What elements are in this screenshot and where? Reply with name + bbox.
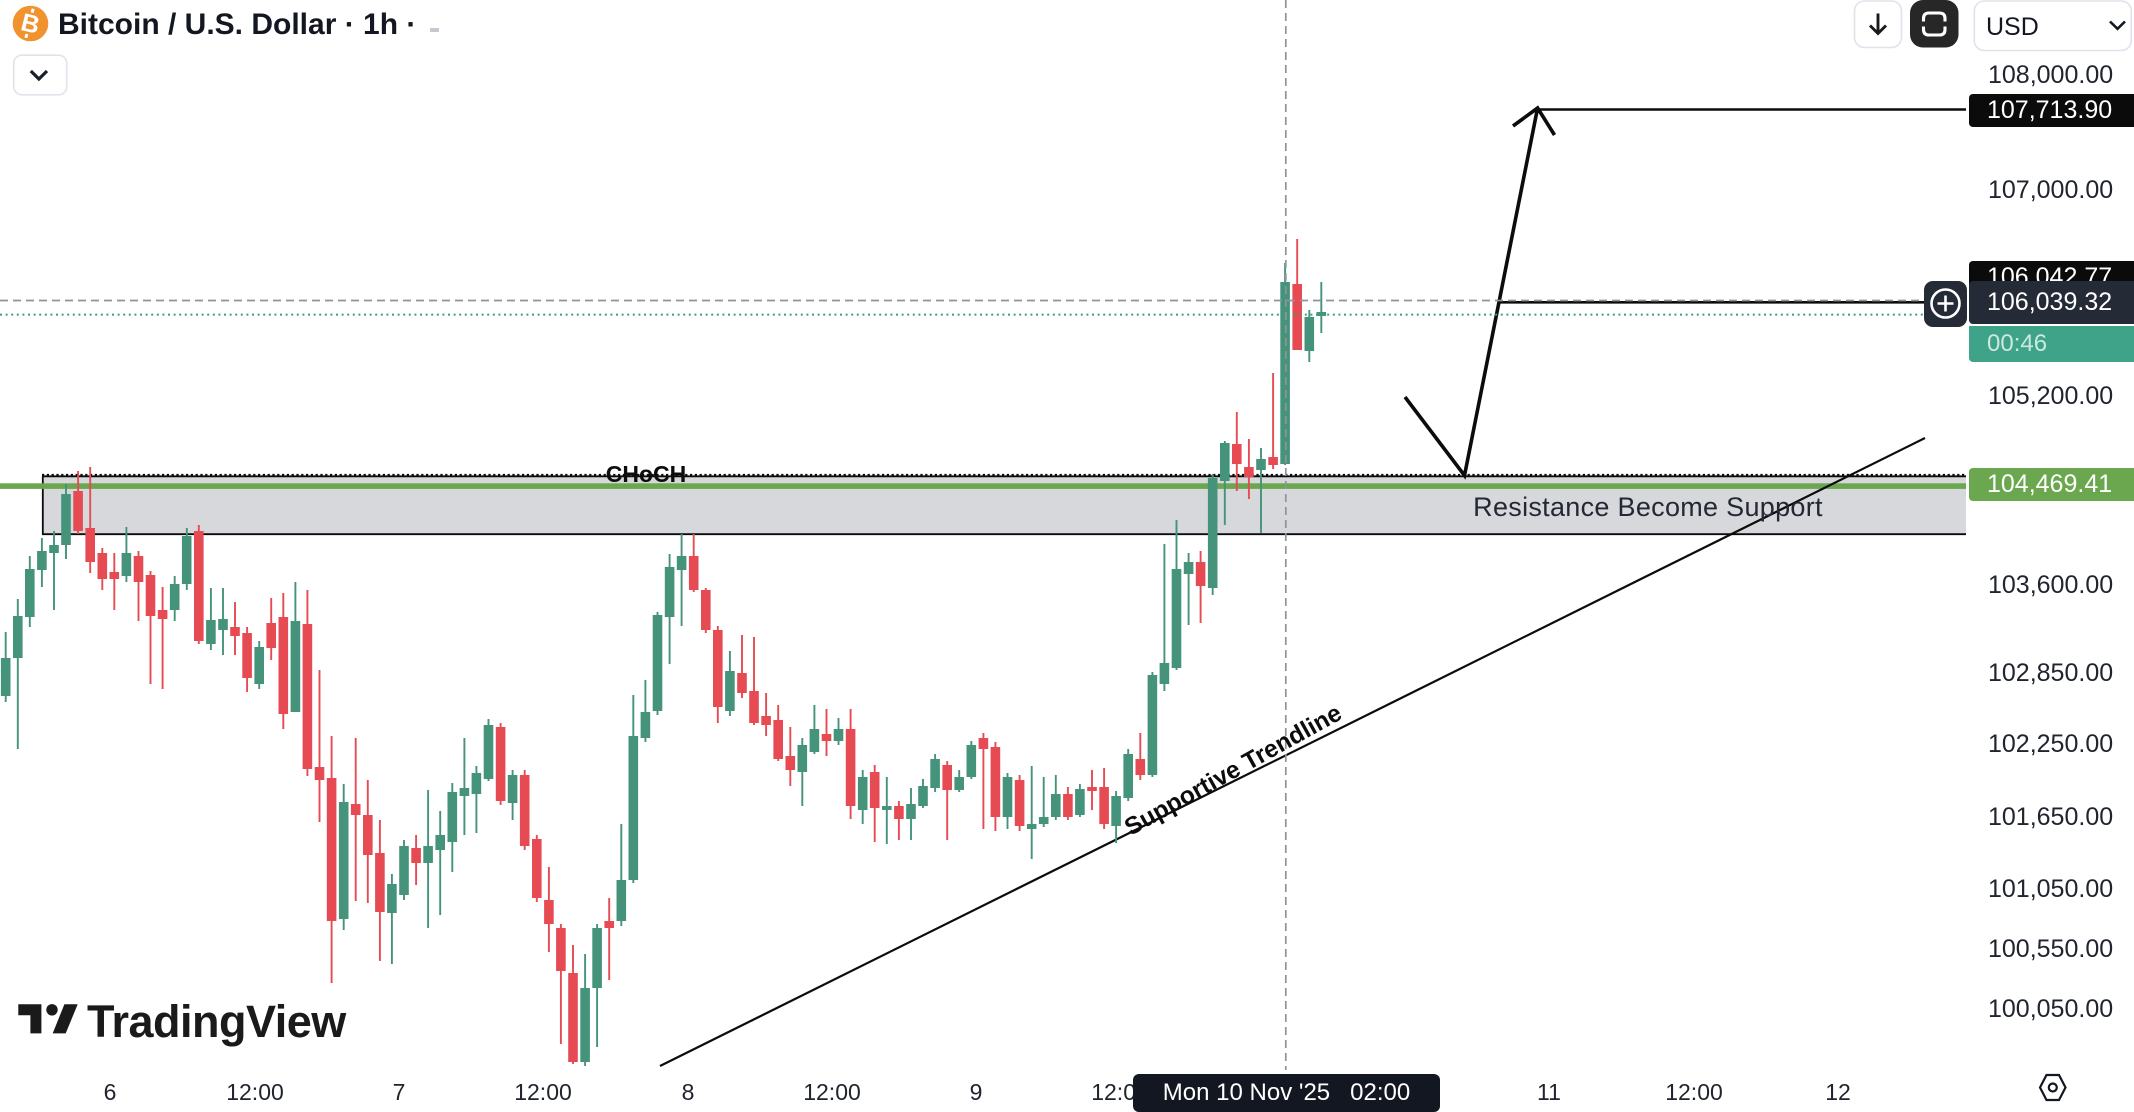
svg-text:TradingView: TradingView xyxy=(87,998,347,1047)
svg-text:USD: USD xyxy=(1986,13,2039,41)
svg-text:Bitcoin / U.S. Dollar · 1h ·: Bitcoin / U.S. Dollar · 1h · xyxy=(58,8,416,41)
svg-text:CHoCH: CHoCH xyxy=(606,461,687,487)
svg-text:Resistance Become Support: Resistance Become Support xyxy=(1473,492,1823,522)
